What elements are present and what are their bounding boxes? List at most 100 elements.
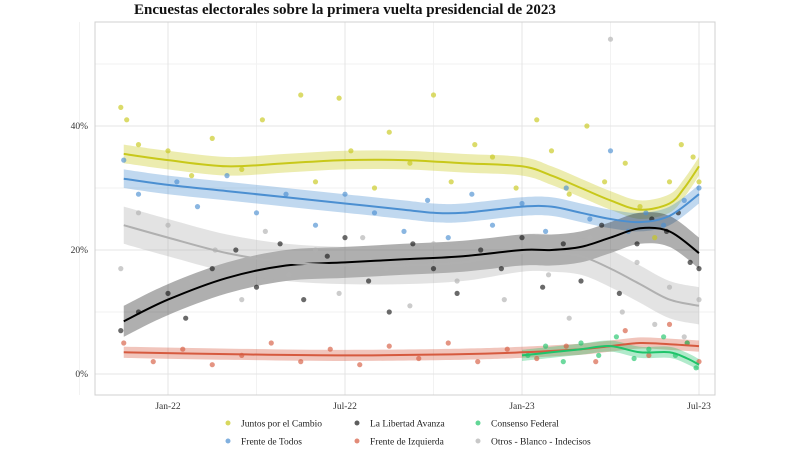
point-juntos-por-el-cambio [239,166,245,172]
point-otros-blanco-indecisos [189,278,195,284]
point-frente-de-izquierda [386,343,392,349]
legend-marker [225,438,231,444]
point-otros-blanco-indecisos [118,266,124,272]
point-juntos-por-el-cambio [548,148,555,154]
point-la-libertad-avanza [599,222,605,228]
point-otros-blanco-indecisos [430,241,437,247]
point-otros-blanco-indecisos [619,309,625,315]
point-la-libertad-avanza [540,284,546,290]
point-otros-blanco-indecisos [587,235,593,241]
y-tick-label: 20% [71,246,89,256]
point-juntos-por-el-cambio [259,117,265,123]
point-juntos-por-el-cambio [472,142,478,148]
point-la-libertad-avanza [253,284,260,290]
point-juntos-por-el-cambio [622,160,628,166]
point-otros-blanco-indecisos [286,272,292,278]
point-otros-blanco-indecisos [336,290,342,296]
chart-title: Encuestas electorales sobre la primera v… [134,2,556,18]
point-la-libertad-avanza [634,241,640,247]
confidence-bands [123,144,699,371]
band-la-libertad-avanza [123,212,699,337]
point-otros-blanco-indecisos [681,334,687,340]
point-frente-de-todos [371,210,378,216]
point-consenso-federal [631,355,637,362]
point-otros-blanco-indecisos [634,259,640,265]
point-juntos-por-el-cambio [489,154,496,160]
point-la-libertad-avanza [578,278,584,284]
trend-lines [123,152,700,366]
legend-label: La Libertad Avanza [370,420,446,430]
point-la-libertad-avanza [519,235,525,241]
point-consenso-federal [596,352,602,358]
point-frente-de-todos [224,173,230,179]
point-frente-de-todos [253,210,260,216]
legend-marker [475,438,481,444]
point-otros-blanco-indecisos [239,297,245,303]
legend-marker [354,438,360,444]
y-axis: 0% 20% 40% [71,122,89,380]
point-la-libertad-avanza [687,259,693,265]
point-frente-de-izquierda [121,340,127,346]
point-otros-blanco-indecisos [652,321,658,327]
point-la-libertad-avanza [478,247,484,253]
y-tick-label: 0% [75,370,88,380]
point-frente-de-izquierda [180,346,186,352]
point-otros-blanco-indecisos [135,210,142,216]
point-la-libertad-avanza [209,266,215,272]
point-frente-de-todos [469,191,475,197]
point-consenso-federal [613,334,620,340]
point-frente-de-todos [681,197,687,203]
point-la-libertad-avanza [233,247,239,253]
point-consenso-federal [693,365,699,371]
point-la-libertad-avanza [342,235,348,241]
point-la-libertad-avanza [430,266,437,272]
legend-label: Juntos por el Cambio [241,420,322,430]
point-frente-de-izquierda [563,343,569,349]
point-la-libertad-avanza [366,278,372,284]
trend-line-frente-de-izquierda [123,341,700,357]
point-otros-blanco-indecisos [383,266,389,272]
point-frente-de-todos [489,222,496,228]
point-juntos-por-el-cambio [637,204,643,210]
point-frente-de-izquierda [298,359,304,365]
point-la-libertad-avanza [324,253,330,259]
x-tick-label: Jan-22 [155,402,181,412]
point-consenso-federal [578,340,584,346]
point-otros-blanco-indecisos [360,235,366,241]
point-otros-blanco-indecisos [545,272,552,278]
point-frente-de-todos [563,185,569,191]
point-frente-de-izquierda [475,359,481,365]
point-juntos-por-el-cambio [189,173,195,179]
point-juntos-por-el-cambio [678,142,684,148]
point-juntos-por-el-cambio [118,104,124,110]
point-juntos-por-el-cambio [135,142,142,148]
point-frente-de-todos [696,185,702,191]
point-frente-de-todos [607,148,614,154]
trend-line-frente-de-todos [123,177,700,224]
trend-line-consenso-federal [521,345,700,366]
point-juntos-por-el-cambio [513,185,519,191]
point-juntos-por-el-cambio [690,154,696,160]
point-juntos-por-el-cambio [566,191,572,197]
point-frente-de-izquierda [268,340,274,346]
point-juntos-por-el-cambio [348,148,354,154]
point-frente-de-todos [445,235,451,241]
point-frente-de-todos [587,216,593,222]
plot-border [94,21,716,396]
point-la-libertad-avanza [386,309,392,315]
y-tick-label: 40% [71,122,89,132]
point-frente-de-izquierda [209,362,215,368]
point-juntos-por-el-cambio [371,185,378,191]
point-frente-de-izquierda [150,359,156,365]
trend-line-la-libertad-avanza [123,226,700,323]
point-juntos-por-el-cambio [602,179,608,185]
point-otros-blanco-indecisos [666,284,673,290]
point-frente-de-todos [519,200,525,207]
point-otros-blanco-indecisos [312,247,319,253]
point-frente-de-todos [312,222,319,228]
point-frente-de-izquierda [504,346,510,352]
point-la-libertad-avanza [454,290,460,296]
data-points [118,36,702,371]
point-juntos-por-el-cambio [534,117,540,123]
point-frente-de-izquierda [593,359,599,365]
